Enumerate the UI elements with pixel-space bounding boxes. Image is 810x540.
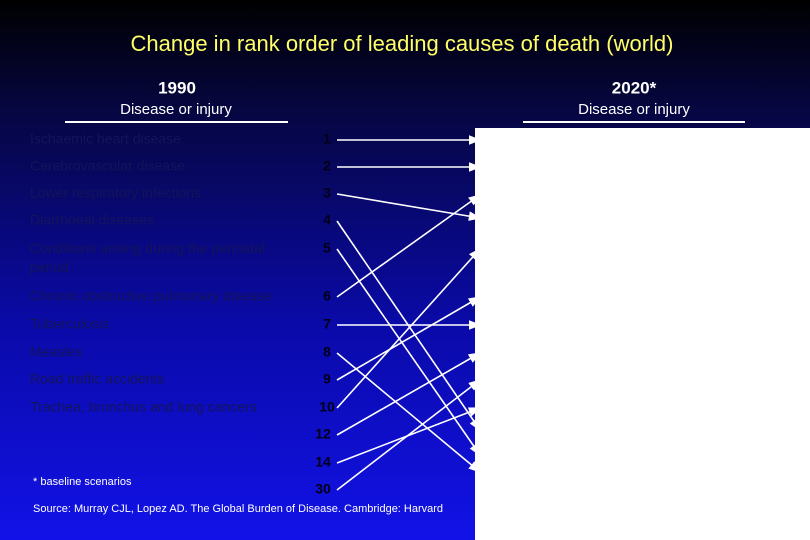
rows: Ischaemic heart disease 1 Cerebrovascular … <box>30 131 335 497</box>
disease-label: Trachea, bronchus and lung cancers <box>30 399 257 415</box>
rank: 9 <box>323 371 331 387</box>
rank: 4 <box>323 212 331 228</box>
source: Source: Murray CJL, Lopez AD. The Global… <box>33 503 443 515</box>
rank: 1 <box>323 131 331 147</box>
cover <box>475 128 810 540</box>
rank: 2 <box>323 158 331 174</box>
rank: 30 <box>315 481 331 497</box>
arrow <box>336 379 482 491</box>
arrows <box>336 135 482 491</box>
disease-label: Road traffic accidents <box>30 371 164 387</box>
rank: 6 <box>323 288 331 304</box>
rank: 5 <box>323 240 331 256</box>
arrow <box>336 193 482 221</box>
disease-label: Tuberculosis <box>30 316 109 332</box>
disease-label: Ischaemic heart disease <box>30 131 181 147</box>
disease-label: Diarrhoeal diseases <box>30 212 154 228</box>
arrow <box>336 296 482 381</box>
rank: 7 <box>323 316 331 332</box>
rank: 14 <box>315 454 331 470</box>
disease-label: Measles <box>30 344 82 360</box>
arrow <box>336 248 481 457</box>
arrow <box>336 352 482 474</box>
rank: 8 <box>323 344 331 360</box>
arrow <box>336 247 482 409</box>
rank: 12 <box>315 426 331 442</box>
disease-label: Lower respiratory infections <box>30 185 201 201</box>
left-header: Disease or injury <box>120 101 232 118</box>
disease-label: Cerebrovascular disease <box>30 158 185 174</box>
footnote: * baseline scenarios <box>33 476 132 488</box>
rank: 3 <box>323 185 331 201</box>
disease-label: Conditions arising during the perinatal p… <box>30 240 265 275</box>
arrow <box>336 352 482 436</box>
right-header: Disease or injury <box>578 101 690 118</box>
left-year: 1990 <box>158 78 196 97</box>
disease-label: Chronic obstructive pulmonary disease <box>30 288 271 304</box>
right-year: 2020* <box>612 78 657 97</box>
rank: 10 <box>319 399 335 415</box>
title: Change in rank order of leading causes o… <box>131 31 674 56</box>
arrow <box>336 194 482 298</box>
